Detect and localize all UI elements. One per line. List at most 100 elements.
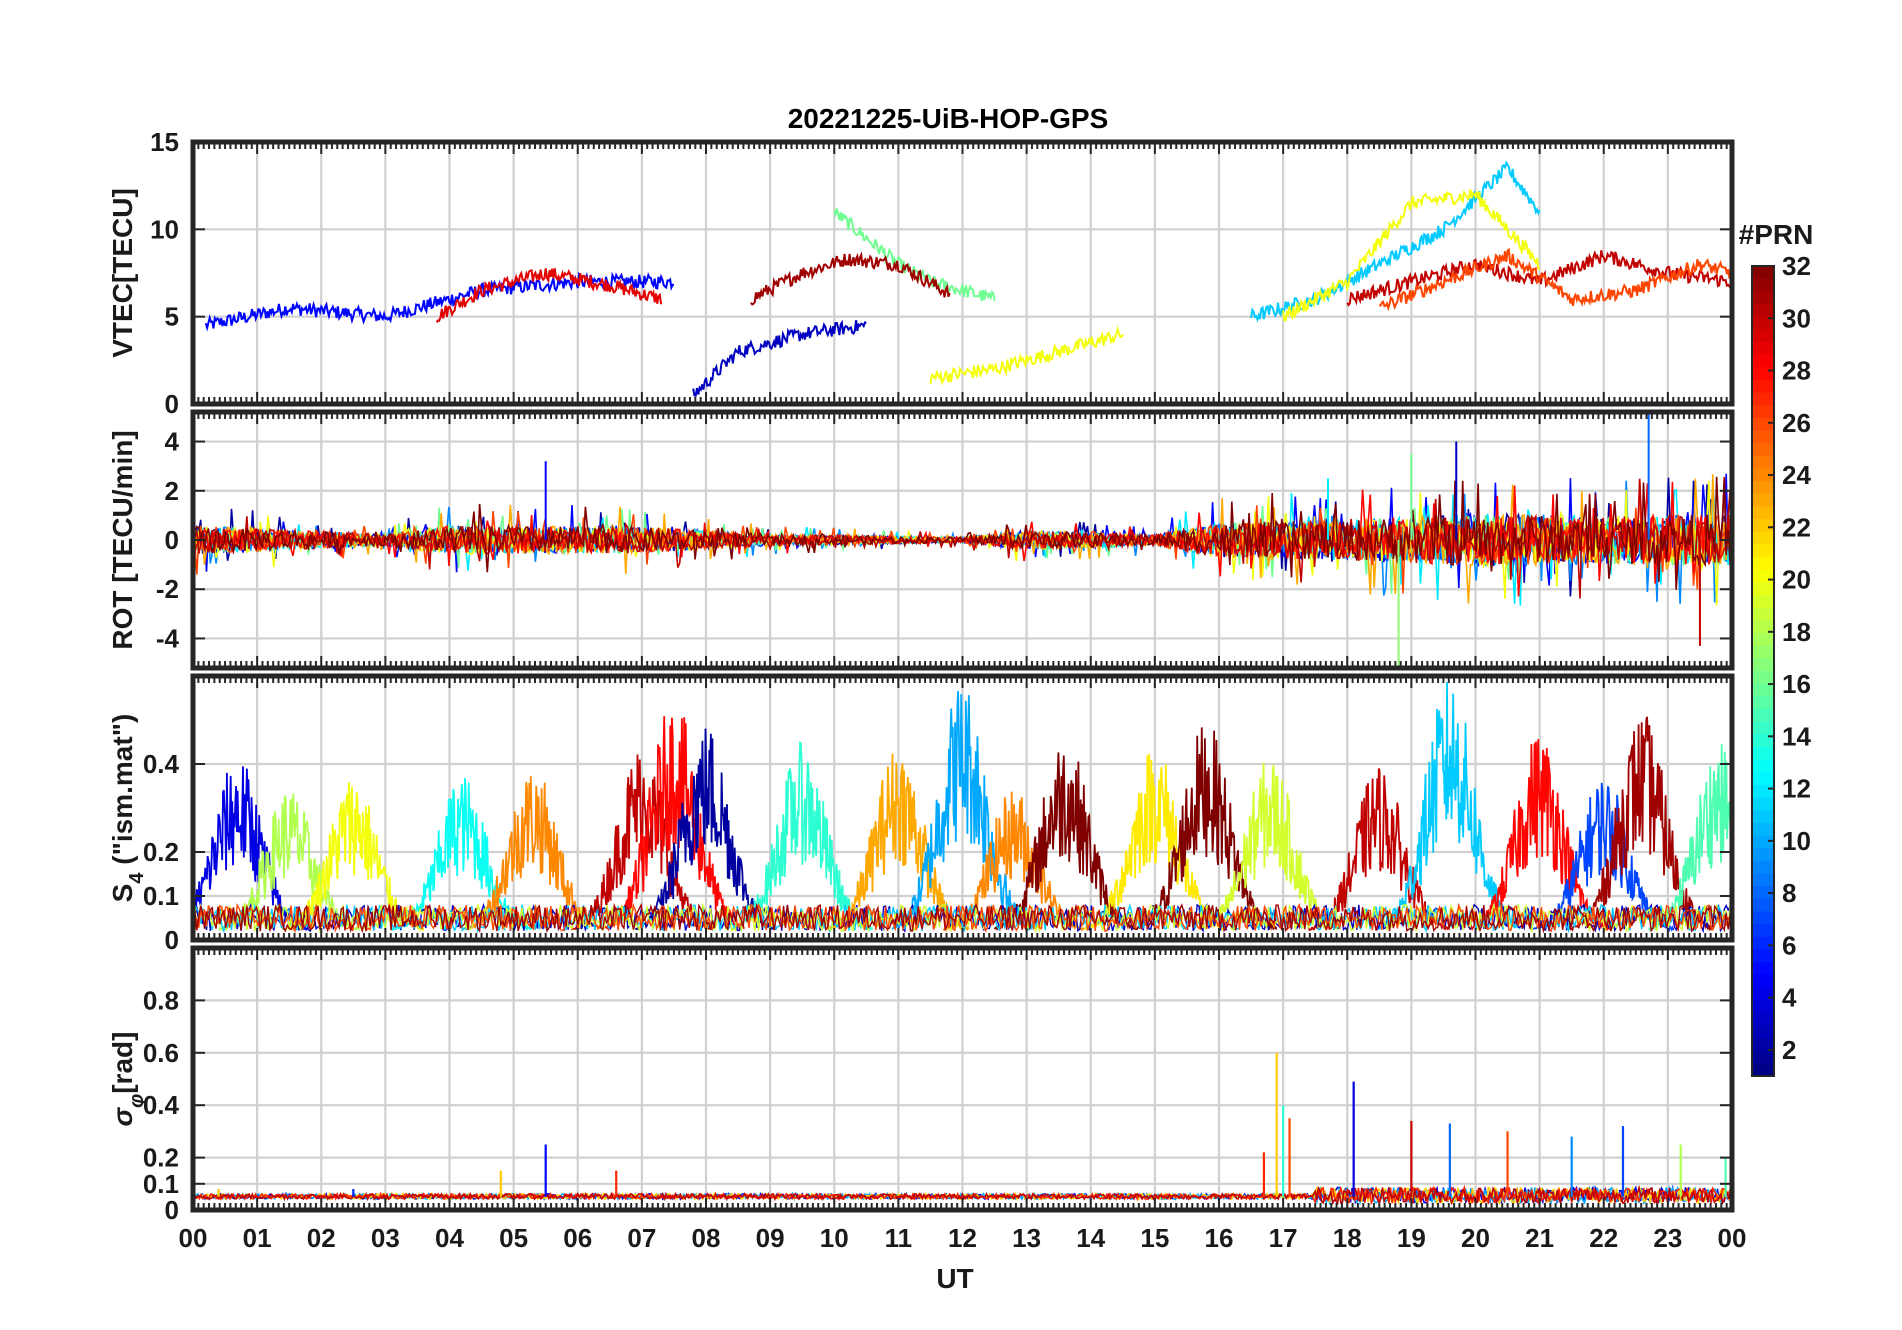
rot-series-line	[193, 476, 1731, 590]
colorbar-tick-label: 4	[1782, 983, 1797, 1013]
vtec-series-line	[929, 325, 1124, 386]
x-tick-label: 07	[627, 1223, 656, 1253]
panel-sigma_phi: 00.10.2 0.4 0.6 0.8 σφ[rad]	[107, 945, 1735, 1225]
colorbar-segment	[1752, 695, 1774, 709]
y-tick-label: 5	[165, 302, 179, 332]
colorbar-segment	[1752, 366, 1774, 380]
colorbar-tick-label: 10	[1782, 826, 1811, 856]
colorbar-segment	[1752, 328, 1774, 342]
y-tick-label: 0.6	[143, 1038, 179, 1068]
colorbar-tick-label: 30	[1782, 303, 1811, 333]
x-tick-label: 05	[499, 1223, 528, 1253]
series-group-vtec	[204, 160, 1732, 397]
y-axis-label-sub: 4	[126, 872, 148, 884]
colorbar-tick-label: 20	[1782, 565, 1811, 595]
colorbar-segment	[1752, 290, 1774, 304]
colorbar-tick-label: 12	[1782, 774, 1811, 804]
colorbar-tick-label: 22	[1782, 512, 1811, 542]
x-tick-label: 14	[1076, 1223, 1105, 1253]
colorbar-segment	[1752, 847, 1774, 861]
vtec-series-line	[750, 251, 951, 306]
colorbar-segment	[1752, 455, 1774, 469]
x-tick-label: 19	[1397, 1223, 1426, 1253]
colorbar-tick-label: 6	[1782, 930, 1796, 960]
y-tick-label: 0.2	[143, 837, 179, 867]
panel-rot: -4 -2 0 2 4 ROT [TECU/min]	[107, 409, 1735, 671]
x-tick-label: 06	[563, 1223, 592, 1253]
colorbar-segment	[1752, 278, 1774, 292]
y-axis-label-main: σ	[107, 1106, 138, 1126]
y-tick-label: 0	[165, 525, 179, 555]
colorbar-segment	[1752, 505, 1774, 520]
colorbar-tick-label: 14	[1782, 721, 1811, 751]
colorbar-tick-label: 18	[1782, 617, 1811, 647]
y-axis-label: S4 ("ism.mat")	[107, 714, 148, 903]
vtec-series-line	[1346, 249, 1732, 307]
colorbar-segment	[1752, 556, 1774, 570]
x-tick-label: 18	[1333, 1223, 1362, 1253]
y-axis-label: ROT [TECU/min]	[107, 430, 138, 649]
colorbar-segment	[1752, 607, 1774, 621]
colorbar-segment	[1752, 467, 1774, 482]
chart-title: 20221225-UiB-HOP-GPS	[788, 103, 1109, 134]
colorbar-segment	[1752, 708, 1774, 722]
y-axis-label-rest: [rad]	[107, 1032, 138, 1094]
colorbar-segment	[1752, 974, 1774, 988]
x-tick-label: 13	[1012, 1223, 1041, 1253]
y-tick-label: 4	[165, 427, 180, 457]
colorbar-segment	[1752, 771, 1774, 785]
x-tick-label: 00	[179, 1223, 208, 1253]
y-tick-label: 0.1	[143, 1169, 179, 1199]
colorbar-segment	[1752, 404, 1774, 418]
colorbar-segment	[1752, 910, 1774, 925]
y-axis-label: VTEC[TECU]	[107, 188, 138, 358]
colorbar-segment	[1752, 1012, 1774, 1026]
colorbar-segment	[1752, 758, 1774, 773]
colorbar-segment	[1752, 670, 1774, 684]
colorbar-tick-label: 8	[1782, 878, 1796, 908]
panel-s4: 00.10.20.4S4 ("ism.mat")	[107, 673, 1735, 955]
y-tick-label: 0	[165, 925, 179, 955]
x-tick-label: 10	[820, 1223, 849, 1253]
colorbar-segment	[1752, 645, 1774, 659]
s4-burst-line	[1378, 682, 1521, 931]
series-group-rot	[193, 412, 1731, 668]
vtec-series-line	[833, 208, 996, 302]
vtec-series-line	[692, 319, 867, 397]
y-tick-label: -4	[156, 623, 180, 653]
s4-burst-line	[1570, 716, 1714, 933]
x-tick-label: 23	[1653, 1223, 1682, 1253]
colorbar-segment	[1752, 721, 1774, 735]
colorbar-tick-label: 28	[1782, 356, 1811, 386]
colorbar-segment	[1752, 379, 1774, 393]
colorbar-segment	[1752, 341, 1774, 355]
vtec-series-line	[1282, 189, 1541, 322]
colorbar-segment	[1752, 872, 1774, 887]
x-tick-label: 12	[948, 1223, 977, 1253]
colorbar-segment	[1752, 303, 1774, 317]
x-tick-label: 17	[1269, 1223, 1298, 1253]
vtec-series-line	[1379, 247, 1732, 312]
colorbar-tick-label: 2	[1782, 1035, 1796, 1065]
colorbar-segment	[1752, 493, 1774, 507]
colorbar-segment	[1752, 429, 1774, 444]
colorbar-segment	[1752, 391, 1774, 406]
y-axis-label: σφ[rad]	[107, 1032, 148, 1127]
colorbar-segment	[1752, 594, 1774, 608]
y-tick-label: 0.8	[143, 985, 179, 1015]
colorbar-segment	[1752, 1024, 1774, 1039]
colorbar-segment	[1752, 531, 1774, 545]
y-tick-label: 0.1	[143, 881, 179, 911]
x-tick-label: 16	[1205, 1223, 1234, 1253]
y-tick-label: 0.4	[143, 1090, 180, 1120]
y-tick-label: -2	[156, 574, 179, 604]
vtec-series-line	[435, 268, 663, 323]
x-tick-label: 03	[371, 1223, 400, 1253]
colorbar-segment	[1752, 885, 1774, 899]
x-tick-label: 11	[885, 1223, 913, 1253]
s4-burst-line	[730, 740, 874, 932]
vtec-series-line	[1250, 160, 1541, 323]
colorbar-segment	[1752, 999, 1774, 1013]
